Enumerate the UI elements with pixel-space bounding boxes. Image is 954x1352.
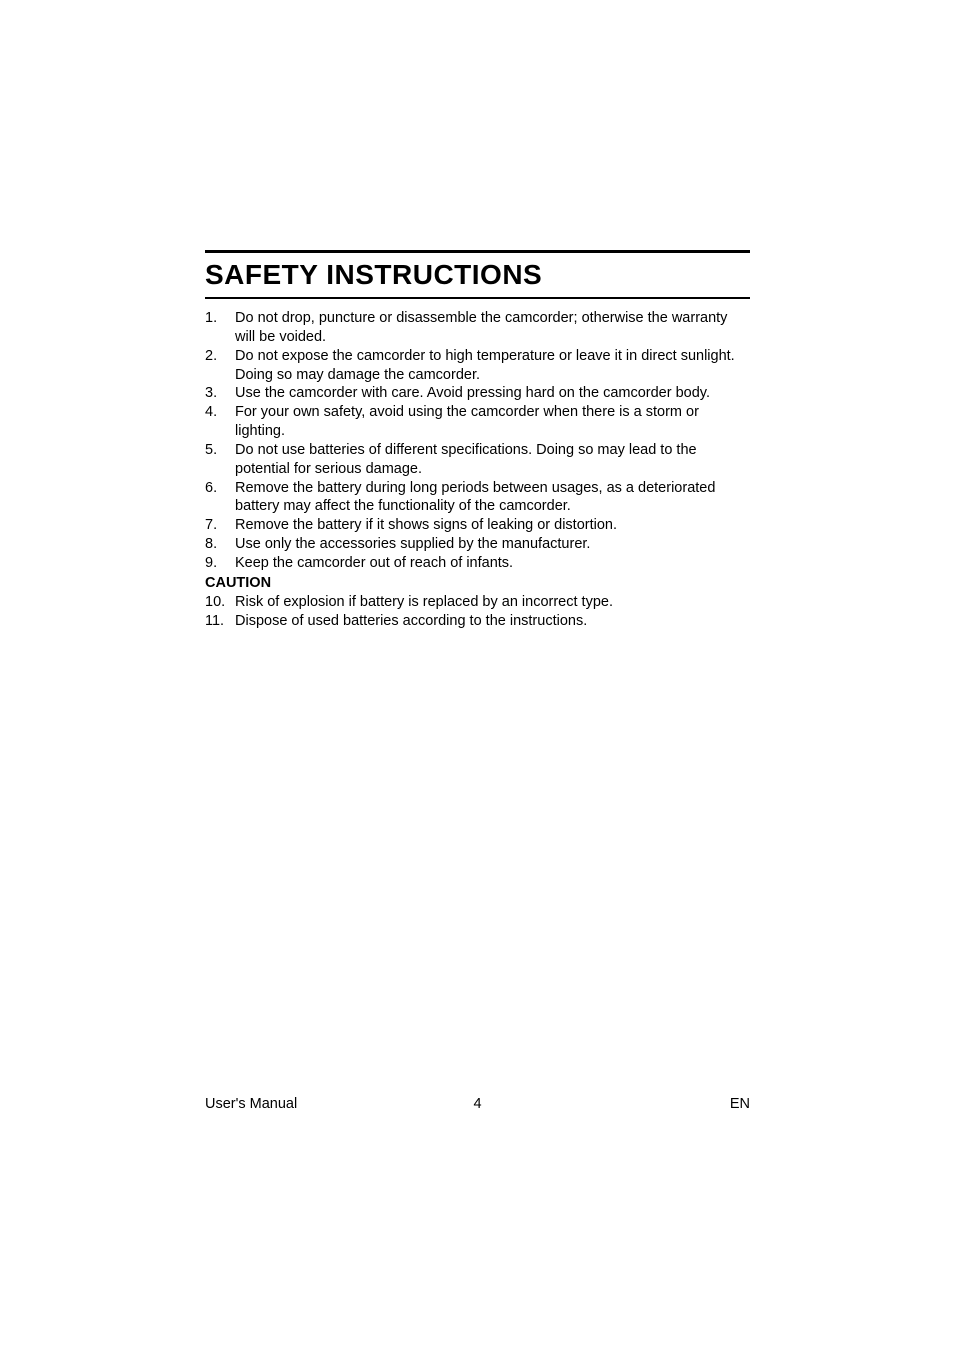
heading-rule-bottom bbox=[205, 297, 750, 299]
list-item: 5. Do not use batteries of different spe… bbox=[205, 441, 750, 479]
list-number: 4. bbox=[205, 403, 235, 441]
list-number: 1. bbox=[205, 309, 235, 347]
list-item: 3. Use the camcorder with care. Avoid pr… bbox=[205, 384, 750, 403]
list-text: Use only the accessories supplied by the… bbox=[235, 535, 750, 554]
footer-manual-label: User's Manual bbox=[205, 1096, 297, 1112]
list-item: 2. Do not expose the camcorder to high t… bbox=[205, 347, 750, 385]
caution-label: CAUTION bbox=[205, 575, 750, 591]
list-text: Remove the battery during long periods b… bbox=[235, 479, 750, 517]
list-text: Do not drop, puncture or disassemble the… bbox=[235, 309, 750, 347]
list-number: 9. bbox=[205, 554, 235, 573]
list-item: 1. Do not drop, puncture or disassemble … bbox=[205, 309, 750, 347]
list-item: 10. Risk of explosion if battery is repl… bbox=[205, 593, 750, 612]
list-text: Risk of explosion if battery is replaced… bbox=[235, 593, 750, 612]
list-item: 9. Keep the camcorder out of reach of in… bbox=[205, 554, 750, 573]
page-footer: User's Manual 4 EN bbox=[205, 1096, 750, 1112]
caution-list: 10. Risk of explosion if battery is repl… bbox=[205, 593, 750, 631]
list-item: 6. Remove the battery during long period… bbox=[205, 479, 750, 517]
list-number: 8. bbox=[205, 535, 235, 554]
list-item: 7. Remove the battery if it shows signs … bbox=[205, 516, 750, 535]
list-text: Use the camcorder with care. Avoid press… bbox=[235, 384, 750, 403]
footer-language: EN bbox=[730, 1096, 750, 1112]
list-number: 2. bbox=[205, 347, 235, 385]
list-item: 11. Dispose of used batteries according … bbox=[205, 612, 750, 631]
list-text: Remove the battery if it shows signs of … bbox=[235, 516, 750, 535]
list-item: 4. For your own safety, avoid using the … bbox=[205, 403, 750, 441]
list-text: Keep the camcorder out of reach of infan… bbox=[235, 554, 750, 573]
list-number: 7. bbox=[205, 516, 235, 535]
list-text: For your own safety, avoid using the cam… bbox=[235, 403, 750, 441]
list-number: 10. bbox=[205, 593, 235, 612]
list-number: 11. bbox=[205, 612, 235, 631]
page-content: SAFETY INSTRUCTIONS 1. Do not drop, punc… bbox=[205, 250, 750, 631]
heading-rule-top bbox=[205, 250, 750, 253]
instructions-list: 1. Do not drop, puncture or disassemble … bbox=[205, 309, 750, 573]
list-number: 5. bbox=[205, 441, 235, 479]
list-number: 6. bbox=[205, 479, 235, 517]
list-text: Do not expose the camcorder to high temp… bbox=[235, 347, 750, 385]
list-text: Do not use batteries of different specif… bbox=[235, 441, 750, 479]
page-heading: SAFETY INSTRUCTIONS bbox=[205, 259, 750, 291]
list-item: 8. Use only the accessories supplied by … bbox=[205, 535, 750, 554]
footer-page-number: 4 bbox=[473, 1096, 481, 1112]
list-number: 3. bbox=[205, 384, 235, 403]
list-text: Dispose of used batteries according to t… bbox=[235, 612, 750, 631]
